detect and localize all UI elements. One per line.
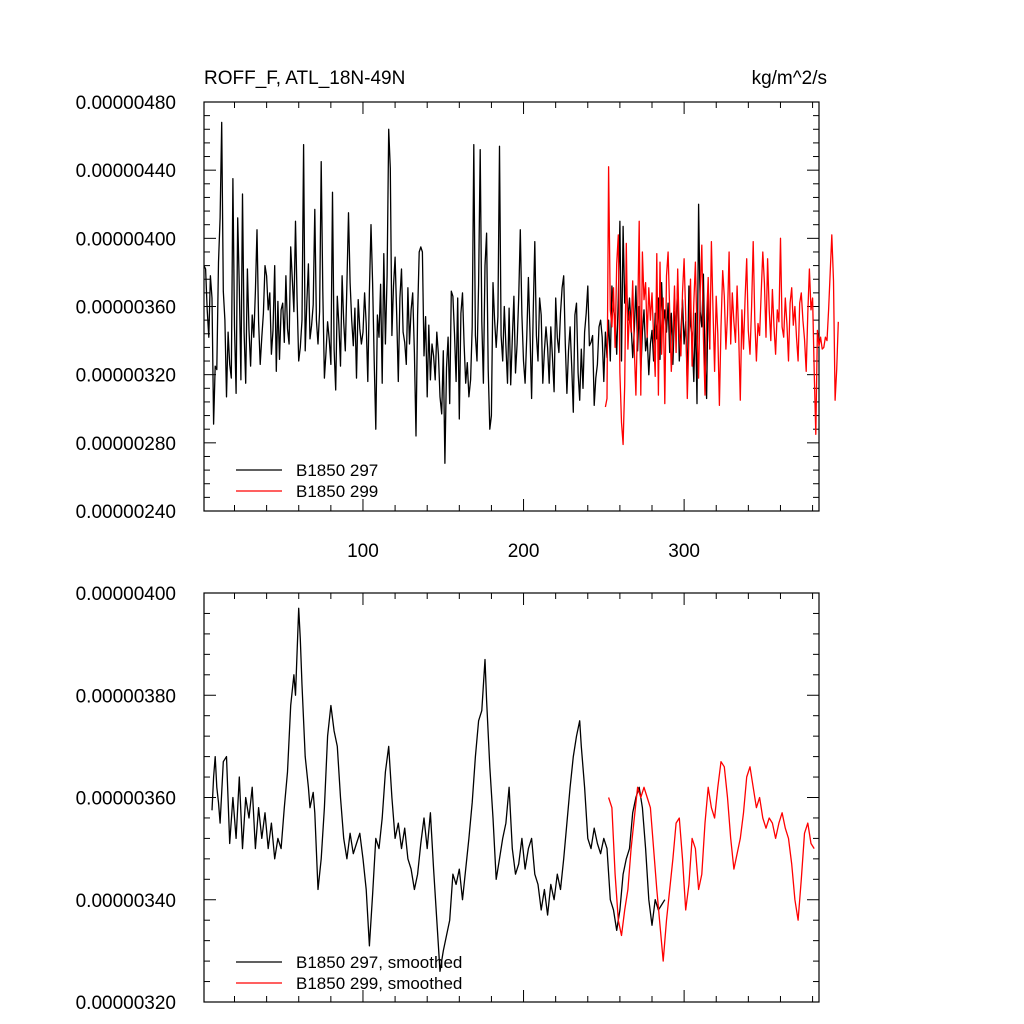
legend-label-b1850-297: B1850 297 <box>296 461 378 480</box>
top-plot-frame <box>203 101 820 512</box>
bottom-plot-frame <box>203 592 820 1003</box>
y-tick-label: 0.00000400 <box>76 229 176 250</box>
x-tick-label: 200 <box>508 541 540 562</box>
y-tick-label: 0.00000320 <box>76 366 176 387</box>
series-line-b1850-297-smoothed <box>211 607 666 972</box>
top-title-right: kg/m^2/s <box>752 68 827 89</box>
y-tick-label: 0.00000480 <box>76 93 176 114</box>
top-legend: B1850 297 B1850 299 <box>236 461 378 501</box>
bottom-legend: B1850 297, smoothed B1850 299, smoothed <box>236 953 462 993</box>
y-tick-label: 0.00000360 <box>76 789 176 810</box>
y-tick-label: 0.00000240 <box>76 502 176 523</box>
x-tick-label: 300 <box>668 541 700 562</box>
top-title-left: ROFF_F, ATL_18N-49N <box>204 68 405 89</box>
series-line-b1850-299 <box>604 166 839 446</box>
y-tick-label: 0.00000340 <box>76 891 176 912</box>
series-line-b1850-299-smoothed <box>607 761 815 962</box>
x-tick-label: 100 <box>347 541 379 562</box>
y-tick-label: 0.00000380 <box>76 686 176 707</box>
top-series <box>203 121 839 464</box>
y-tick-label: 0.00000400 <box>76 584 176 605</box>
bottom-panel: 0.00000320 0.00000340 0.00000360 0.00000380… <box>76 584 820 1014</box>
bottom-ticks: 0.00000320 0.00000340 0.00000360 0.00000380… <box>76 584 819 1014</box>
legend-label-b1850-297-smoothed: B1850 297, smoothed <box>296 953 462 972</box>
legend-label-b1850-299: B1850 299 <box>296 482 378 501</box>
series-line-b1850-297 <box>203 121 711 464</box>
y-tick-label: 0.00000440 <box>76 161 176 182</box>
y-tick-label: 0.00000320 <box>76 993 176 1014</box>
legend-label-b1850-299-smoothed: B1850 299, smoothed <box>296 974 462 993</box>
y-tick-label: 0.00000280 <box>76 434 176 455</box>
top-panel: ROFF_F, ATL_18N-49N kg/m^2/s 0.000002400… <box>76 68 839 562</box>
top-ticks: 0.00000240 0.00000280 0.00000320 0.00000360… <box>76 93 819 562</box>
bottom-series <box>211 607 815 972</box>
y-tick-label: 0.00000360 <box>76 298 176 319</box>
